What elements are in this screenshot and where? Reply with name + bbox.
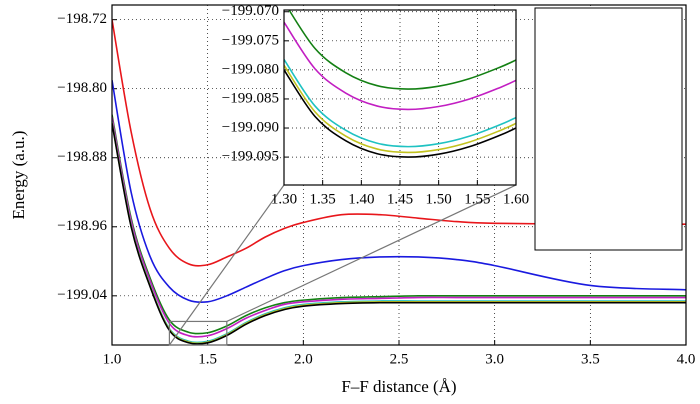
x-tick-label: 1.0 [103, 351, 122, 367]
line [112, 114, 686, 335]
line [284, 64, 516, 154]
zoom-connector [168, 184, 285, 346]
line [112, 19, 686, 267]
y-tick-label: −199.095 [222, 149, 279, 165]
y-tick-label: −198.88 [57, 149, 107, 165]
plot-frame [111, 4, 687, 346]
x-tick-label: 1.40 [348, 191, 374, 207]
zoom-connector [226, 184, 517, 322]
lines [112, 19, 686, 345]
y-tick-label: −198.80 [57, 80, 107, 96]
y-tick-label: −199.075 [222, 32, 279, 48]
y-tick-label: −199.090 [222, 119, 279, 135]
line [284, 69, 516, 158]
line [288, 10, 516, 90]
x-tick-label: 3.0 [485, 351, 504, 367]
y-axis-label: Energy (a.u.) [9, 131, 28, 220]
inset: 1.30 1.35 1.40 1.45 1.50 1.55 1.60 −199.095 −199… [222, 3, 529, 207]
x-tick-label: 3.5 [581, 351, 600, 367]
legend-box [534, 7, 683, 251]
plot-frame [283, 9, 517, 186]
line [284, 21, 516, 111]
line [112, 117, 686, 338]
line [284, 58, 516, 148]
x-tick-label: 1.50 [426, 191, 452, 207]
y-tick-label: −199.080 [222, 61, 279, 77]
x-tick-label: 2.0 [294, 351, 313, 367]
x-tick-label: 1.60 [503, 191, 529, 207]
zoom-box [168, 320, 228, 346]
x-tick-label: 1.55 [464, 191, 490, 207]
x-tick-label: 1.35 [310, 191, 336, 207]
x-tick-label: 1.45 [387, 191, 413, 207]
y-tick-label: −199.085 [222, 90, 279, 106]
x-tick-label: 2.5 [390, 351, 409, 367]
x-axis-label: F–F distance (Å) [341, 377, 456, 396]
line [112, 79, 686, 304]
plot-background [284, 10, 516, 185]
line [112, 123, 686, 345]
y-tick-label: −198.96 [57, 218, 107, 234]
lines [284, 10, 516, 158]
y-tick-label: −199.04 [57, 287, 107, 303]
x-tick-label: 4.0 [677, 351, 696, 367]
x-tick-label: 1.30 [271, 191, 297, 207]
y-tick-label: −199.070 [222, 3, 279, 19]
y-tick-label: −198.72 [57, 11, 107, 27]
x-tick-label: 1.5 [198, 351, 217, 367]
